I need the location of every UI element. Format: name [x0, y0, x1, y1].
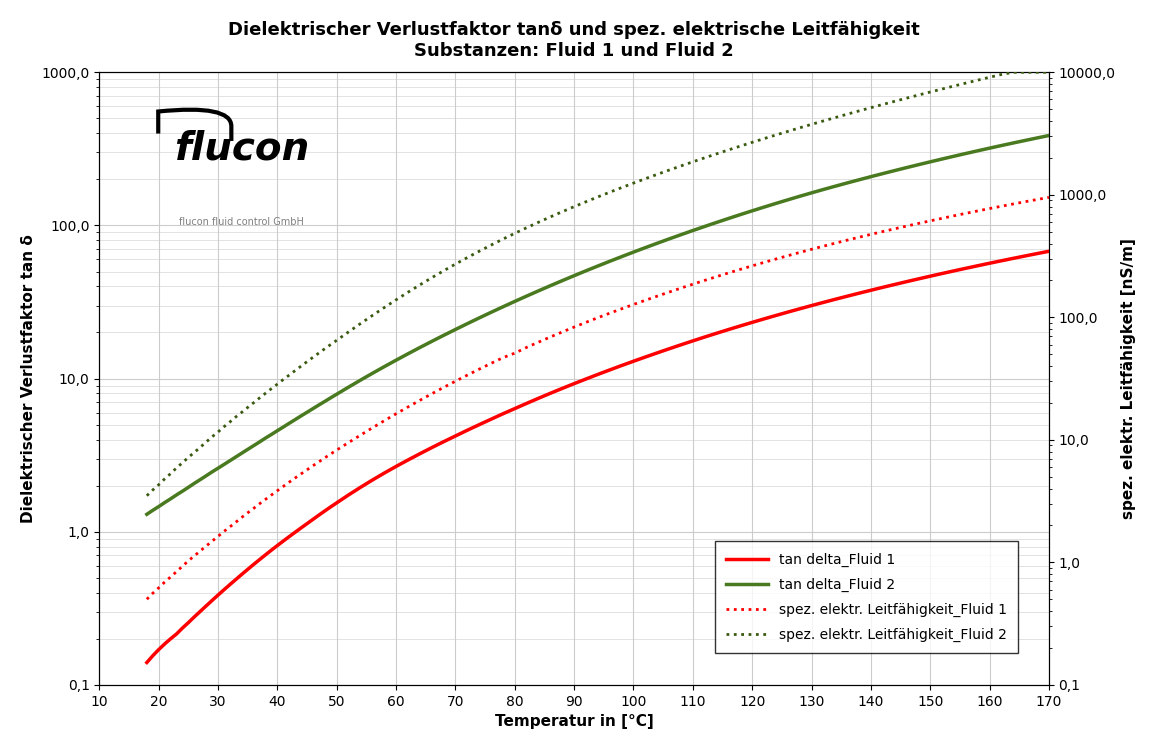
Legend: tan delta_Fluid 1, tan delta_Fluid 2, spez. elektr. Leitfähigkeit_Fluid 1, spez.: tan delta_Fluid 1, tan delta_Fluid 2, sp…: [715, 542, 1018, 653]
Title: Dielektrischer Verlustfaktor tanδ und spez. elektrische Leitfähigkeit
Substanzen: Dielektrischer Verlustfaktor tanδ und sp…: [228, 21, 920, 60]
Y-axis label: Dielektrischer Verlustfaktor tan δ: Dielektrischer Verlustfaktor tan δ: [21, 234, 36, 523]
X-axis label: Temperatur in [°C]: Temperatur in [°C]: [495, 714, 654, 729]
Y-axis label: spez. elektr. Leitfähigkeit [nS/m]: spez. elektr. Leitfähigkeit [nS/m]: [1121, 238, 1136, 519]
